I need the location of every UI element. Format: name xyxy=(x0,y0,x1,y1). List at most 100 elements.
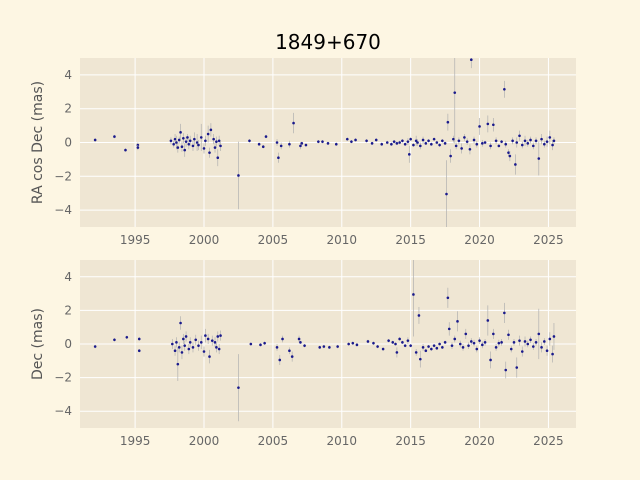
data-point xyxy=(390,143,393,146)
y-tick-label: 2 xyxy=(64,303,72,317)
data-point xyxy=(529,339,532,342)
data-point xyxy=(214,146,217,149)
data-point xyxy=(321,140,324,143)
data-point xyxy=(138,338,141,341)
x-tick-label: 2005 xyxy=(258,434,289,448)
data-point xyxy=(553,140,556,143)
data-point xyxy=(529,139,532,142)
data-point xyxy=(521,350,524,353)
data-point xyxy=(551,144,554,147)
x-tick-label: 2015 xyxy=(395,434,426,448)
data-point xyxy=(288,143,291,146)
data-point xyxy=(504,143,507,146)
data-point xyxy=(208,151,211,154)
data-point xyxy=(393,140,396,143)
data-point xyxy=(549,338,552,341)
data-point xyxy=(196,141,199,144)
data-point xyxy=(216,335,219,338)
data-point xyxy=(526,142,529,145)
data-point xyxy=(495,140,498,143)
data-point xyxy=(323,345,326,348)
data-point xyxy=(470,58,473,61)
data-point xyxy=(281,338,284,341)
data-point xyxy=(258,143,261,146)
data-point xyxy=(365,140,368,143)
y-tick-label: −2 xyxy=(54,371,72,385)
data-point xyxy=(175,341,178,344)
y-tick-label: 4 xyxy=(64,270,72,284)
data-point xyxy=(538,333,541,336)
data-point xyxy=(259,344,262,347)
data-point xyxy=(407,140,410,143)
data-point xyxy=(396,351,399,354)
data-point xyxy=(197,144,200,147)
data-point xyxy=(177,146,180,149)
data-point xyxy=(415,351,418,354)
data-point xyxy=(430,143,433,146)
data-point xyxy=(376,345,379,348)
data-point xyxy=(445,193,448,196)
data-point xyxy=(412,293,415,296)
data-point xyxy=(532,145,535,148)
data-point xyxy=(203,147,206,150)
data-point xyxy=(476,348,479,351)
data-point xyxy=(540,346,543,349)
x-tick-label: 2000 xyxy=(189,434,220,448)
data-point xyxy=(532,345,535,348)
data-point xyxy=(336,345,339,348)
data-point xyxy=(416,141,419,144)
data-point xyxy=(207,133,210,136)
data-point xyxy=(551,353,554,356)
data-point xyxy=(492,123,495,126)
data-point xyxy=(436,141,439,144)
data-point xyxy=(546,140,549,143)
data-point xyxy=(137,146,140,149)
data-point xyxy=(179,131,182,134)
data-point xyxy=(237,386,240,389)
x-tick-label: 2020 xyxy=(464,434,495,448)
data-point xyxy=(292,122,295,125)
data-point xyxy=(510,348,513,351)
data-point xyxy=(192,346,195,349)
data-point xyxy=(327,142,330,145)
data-point xyxy=(543,143,546,146)
data-point xyxy=(263,342,266,345)
data-point xyxy=(427,140,430,143)
data-point xyxy=(189,140,192,143)
data-point xyxy=(299,341,302,344)
data-point xyxy=(126,336,129,339)
data-point xyxy=(469,148,472,151)
data-point xyxy=(500,140,503,143)
x-tick-label: 2020 xyxy=(464,233,495,247)
data-point xyxy=(518,339,521,342)
data-point xyxy=(386,141,389,144)
chart-title: 1849+670 xyxy=(275,30,381,54)
data-point xyxy=(301,142,304,145)
data-point xyxy=(94,345,97,348)
data-point xyxy=(476,143,479,146)
data-point xyxy=(427,345,430,348)
x-tick-label: 2005 xyxy=(258,233,289,247)
data-point xyxy=(94,139,97,142)
data-point xyxy=(425,349,428,352)
data-point xyxy=(422,346,425,349)
y-axis-label: RA cos Dec (mas) xyxy=(30,81,46,204)
data-point xyxy=(248,140,251,143)
data-point xyxy=(540,138,543,141)
data-point xyxy=(514,163,517,166)
data-point xyxy=(317,140,320,143)
data-point xyxy=(197,344,200,347)
x-tick-label: 2015 xyxy=(395,233,426,247)
data-point xyxy=(535,341,538,344)
data-point xyxy=(174,349,177,352)
data-point xyxy=(401,341,404,344)
data-point xyxy=(210,129,213,132)
data-point xyxy=(470,340,473,343)
data-point xyxy=(452,138,455,141)
data-point xyxy=(453,338,456,341)
data-point xyxy=(182,137,185,140)
data-point xyxy=(444,341,447,344)
data-point xyxy=(188,348,191,351)
data-point xyxy=(478,125,481,128)
data-point xyxy=(553,335,556,338)
